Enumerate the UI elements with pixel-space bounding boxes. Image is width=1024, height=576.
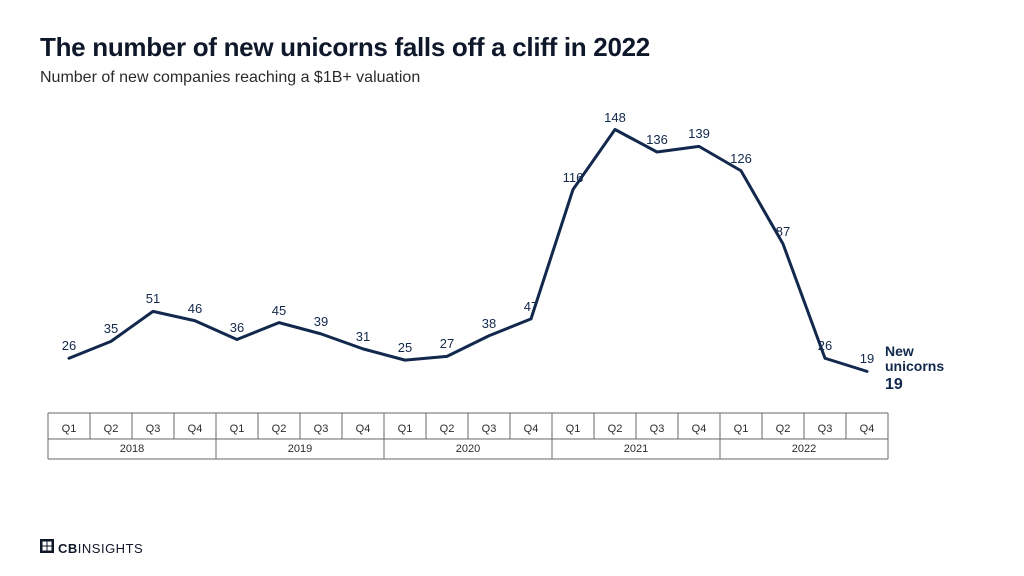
- data-point-label: 51: [146, 291, 160, 306]
- data-point-label: 31: [356, 329, 370, 344]
- line-chart-svg: [40, 97, 984, 497]
- x-axis-quarter: Q4: [692, 423, 707, 435]
- x-axis-quarter: Q2: [272, 423, 287, 435]
- data-point-label: 36: [230, 320, 244, 335]
- x-axis-year: 2022: [792, 443, 816, 455]
- data-point-label: 45: [272, 303, 286, 318]
- data-point-label: 47: [524, 299, 538, 314]
- x-axis-quarter: Q2: [776, 423, 791, 435]
- x-axis-quarter: Q3: [146, 423, 161, 435]
- series-last-value: 19: [885, 375, 944, 394]
- data-point-label: 27: [440, 336, 454, 351]
- chart-area: 26 35 51 46 36 45 39 31 25 27 38 47 116 148 136 139 126 8…: [40, 97, 984, 497]
- data-point-label: 136: [646, 132, 668, 147]
- series-label: New unicorns 19: [885, 343, 944, 394]
- data-point-label: 19: [860, 351, 874, 366]
- brand-text: CBINSIGHTS: [58, 541, 143, 556]
- x-axis-quarter: Q4: [188, 423, 203, 435]
- x-axis-year: 2019: [288, 443, 312, 455]
- data-point-label: 26: [818, 338, 832, 353]
- chart-subtitle: Number of new companies reaching a $1B+ …: [40, 69, 984, 87]
- brand-icon: [40, 539, 54, 558]
- chart-title: The number of new unicorns falls off a c…: [40, 32, 984, 63]
- x-axis-quarter: Q1: [566, 423, 581, 435]
- brand-logo: CBINSIGHTS: [40, 539, 143, 558]
- data-point-label: 139: [688, 126, 710, 141]
- x-axis-quarter: Q1: [230, 423, 245, 435]
- x-axis-quarter: Q4: [860, 423, 875, 435]
- data-point-label: 126: [730, 151, 752, 166]
- x-axis-quarter: Q2: [104, 423, 119, 435]
- x-axis-quarter: Q4: [524, 423, 539, 435]
- x-axis-quarter: Q2: [440, 423, 455, 435]
- data-point-label: 148: [604, 110, 626, 125]
- data-point-label: 38: [482, 316, 496, 331]
- x-axis-quarter: Q1: [62, 423, 77, 435]
- x-axis-year: 2018: [120, 443, 144, 455]
- x-axis-quarter: Q2: [608, 423, 623, 435]
- data-point-label: 26: [62, 338, 76, 353]
- series-name-line2: unicorns: [885, 358, 944, 375]
- x-axis-quarter: Q1: [734, 423, 749, 435]
- data-point-label: 35: [104, 321, 118, 336]
- x-axis-quarter: Q3: [314, 423, 329, 435]
- x-axis-year: 2021: [624, 443, 648, 455]
- data-point-label: 46: [188, 301, 202, 316]
- data-point-label: 25: [398, 340, 412, 355]
- x-axis-year: 2020: [456, 443, 480, 455]
- x-axis-quarter: Q1: [398, 423, 413, 435]
- x-axis-quarter: Q4: [356, 423, 371, 435]
- x-axis-quarter: Q3: [650, 423, 665, 435]
- x-axis-quarter: Q3: [482, 423, 497, 435]
- data-point-label: 87: [776, 224, 790, 239]
- data-point-label: 39: [314, 314, 328, 329]
- x-axis-quarter: Q3: [818, 423, 833, 435]
- data-point-label: 116: [563, 170, 584, 185]
